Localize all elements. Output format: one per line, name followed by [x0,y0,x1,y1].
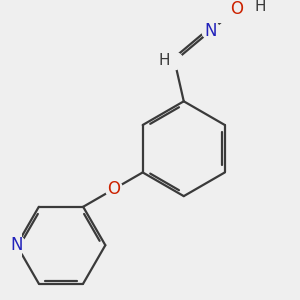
Circle shape [166,52,183,70]
Text: H: H [255,0,266,14]
Text: N: N [11,236,23,254]
Circle shape [202,21,220,40]
Circle shape [105,181,122,198]
Text: N: N [205,22,217,40]
Text: O: O [107,180,121,198]
Circle shape [8,236,26,254]
Circle shape [247,0,262,14]
Circle shape [227,0,245,18]
Text: H: H [158,53,170,68]
Text: O: O [230,0,243,18]
